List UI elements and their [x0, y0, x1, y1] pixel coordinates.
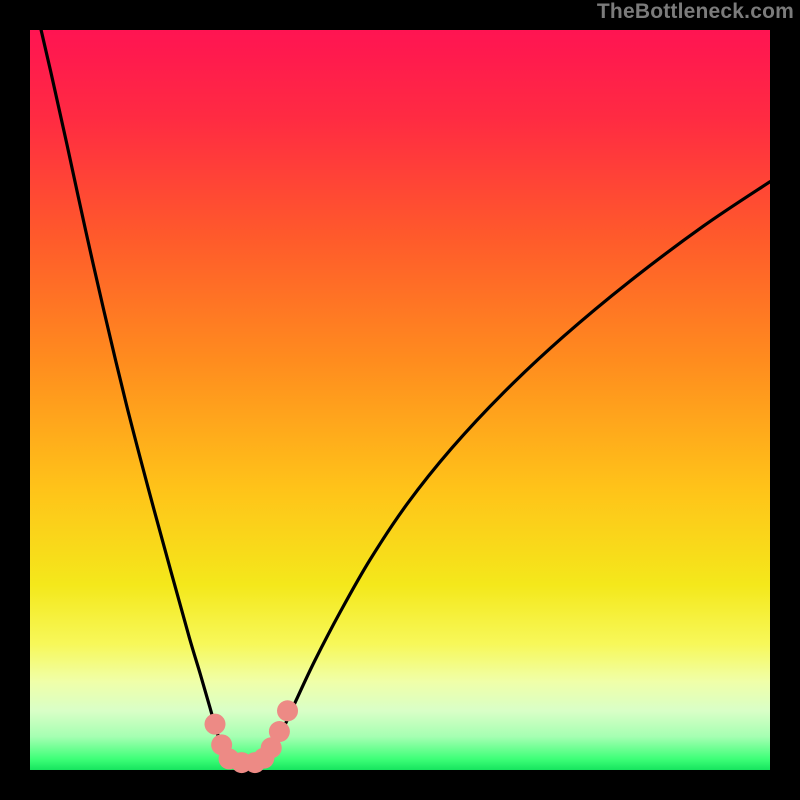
- curve-layer: [0, 0, 800, 800]
- bottleneck-curve: [41, 30, 770, 763]
- marker-point: [205, 714, 226, 735]
- marker-point: [277, 700, 298, 721]
- chart-container: TheBottleneck.com: [0, 0, 800, 800]
- marker-point: [269, 721, 290, 742]
